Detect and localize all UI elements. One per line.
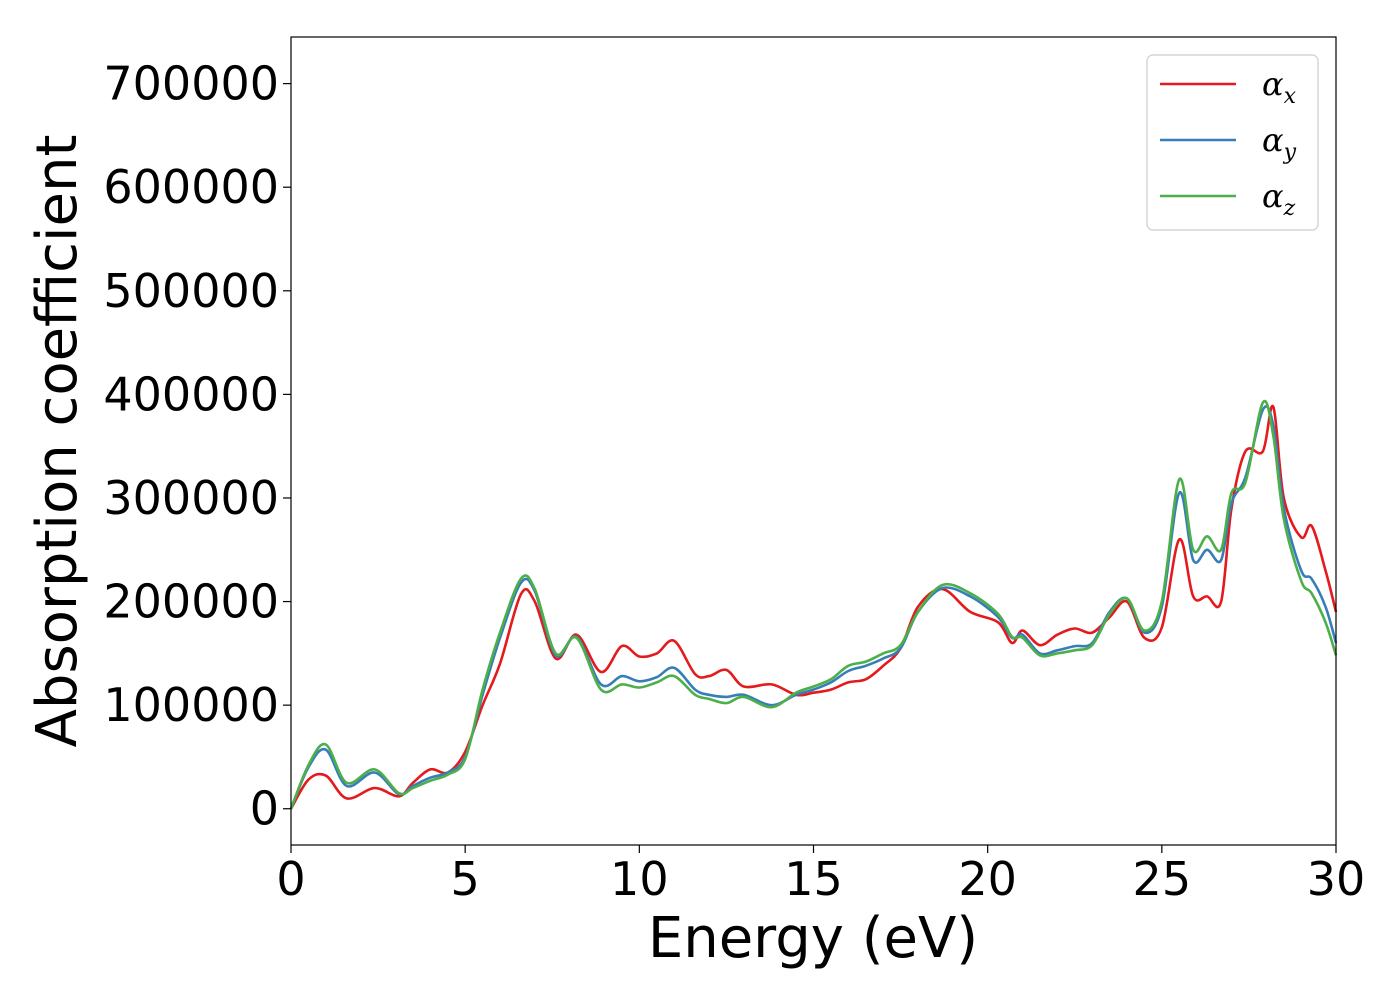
x-tick-label: 5 — [451, 852, 480, 906]
series-layer — [289, 399, 1338, 810]
y-tick-label: 500000 — [103, 264, 279, 318]
series-line-x — [289, 404, 1338, 810]
y-tick-label: 300000 — [103, 471, 279, 525]
x-axis: 0 5 10 15 20 25 30 — [276, 845, 1365, 906]
y-tick-label: 200000 — [103, 575, 279, 629]
y-tick-label: 600000 — [103, 160, 279, 214]
x-tick-label: 10 — [610, 852, 669, 906]
y-tick-label: 400000 — [103, 367, 279, 421]
x-tick-label: 0 — [276, 852, 305, 906]
y-tick-label: 100000 — [103, 678, 279, 732]
series-line-z — [289, 399, 1338, 810]
x-tick-label: 20 — [958, 852, 1017, 906]
y-axis-title: Absorption coefficient — [25, 135, 90, 748]
legend-box — [1146, 54, 1319, 231]
y-tick-label: 0 — [250, 782, 279, 836]
x-tick-label: 30 — [1307, 852, 1366, 906]
series-line-y — [289, 405, 1338, 810]
y-tick-label: 700000 — [103, 57, 279, 111]
x-axis-title: Energy (eV) — [648, 906, 978, 971]
x-tick-label: 15 — [784, 852, 843, 906]
y-axis: 0 100000 200000 300000 400000 500000 600000 700… — [103, 57, 291, 836]
x-tick-label: 25 — [1133, 852, 1192, 906]
